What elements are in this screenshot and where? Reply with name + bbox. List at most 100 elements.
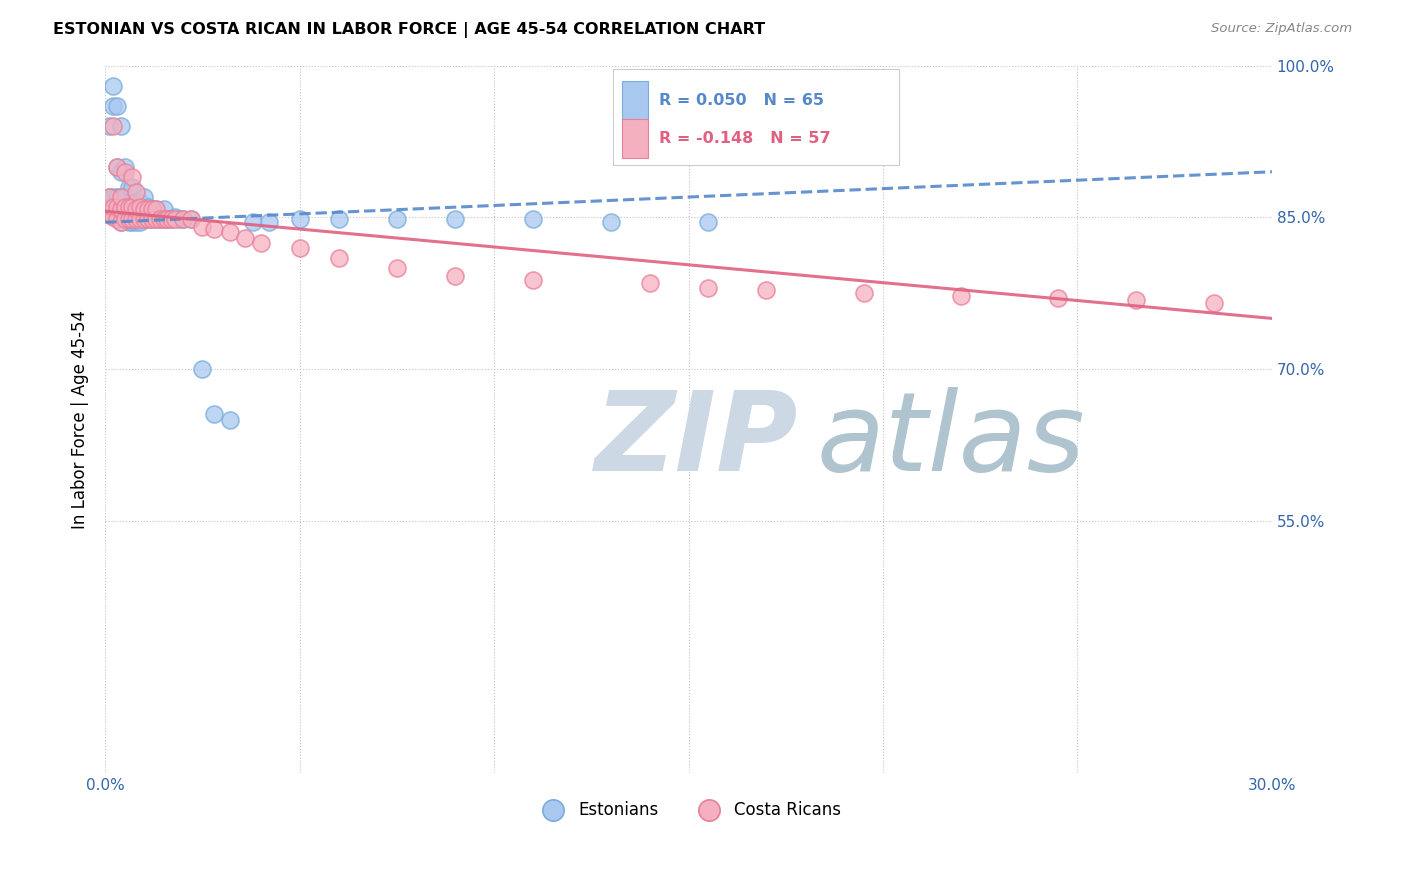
Point xyxy=(180,212,202,227)
Point xyxy=(132,202,155,217)
Point xyxy=(121,200,143,214)
Point xyxy=(136,200,159,214)
Point xyxy=(156,212,179,227)
Point xyxy=(110,215,132,229)
Point xyxy=(110,165,132,179)
Point xyxy=(249,235,271,250)
Point xyxy=(697,281,720,295)
Point xyxy=(242,215,264,229)
Point xyxy=(98,205,121,219)
Point xyxy=(129,200,152,214)
Point xyxy=(125,215,148,229)
Point xyxy=(522,212,544,227)
Point xyxy=(125,212,148,227)
Point xyxy=(101,120,124,134)
Point xyxy=(105,99,128,113)
Point xyxy=(167,212,190,227)
Point xyxy=(114,190,136,204)
Point xyxy=(110,215,132,229)
Point xyxy=(110,190,132,204)
Point xyxy=(141,202,163,217)
Point xyxy=(105,200,128,214)
Point xyxy=(117,205,139,219)
Bar xyxy=(621,119,648,158)
Point xyxy=(152,212,174,227)
Point xyxy=(697,215,720,229)
Point xyxy=(105,205,128,219)
Point xyxy=(141,202,163,217)
Point xyxy=(1125,293,1147,308)
Point xyxy=(125,205,148,219)
Point xyxy=(165,211,187,225)
Point xyxy=(156,212,179,227)
Point xyxy=(121,215,143,229)
Point xyxy=(121,195,143,210)
FancyBboxPatch shape xyxy=(613,70,898,165)
Point xyxy=(141,212,163,227)
Point xyxy=(444,268,467,283)
Point xyxy=(98,200,121,214)
Legend: Estonians, Costa Ricans: Estonians, Costa Ricans xyxy=(530,794,848,825)
Point xyxy=(117,200,139,214)
Point xyxy=(121,212,143,227)
Text: ZIP: ZIP xyxy=(595,387,799,494)
Point xyxy=(202,408,225,422)
Point xyxy=(1046,291,1069,305)
Point xyxy=(385,260,408,275)
Point xyxy=(101,211,124,225)
Y-axis label: In Labor Force | Age 45-54: In Labor Force | Age 45-54 xyxy=(72,310,89,529)
Point xyxy=(114,211,136,225)
Point xyxy=(121,169,143,184)
Bar xyxy=(621,81,648,120)
Point xyxy=(110,205,132,219)
Point xyxy=(114,212,136,227)
Point xyxy=(141,212,163,227)
Point xyxy=(101,200,124,214)
Point xyxy=(101,99,124,113)
Point xyxy=(101,78,124,93)
Point xyxy=(233,230,256,244)
Point xyxy=(444,212,467,227)
Point xyxy=(114,200,136,214)
Point xyxy=(160,212,183,227)
Point xyxy=(385,212,408,227)
Point xyxy=(328,212,350,227)
Point xyxy=(136,212,159,227)
Point xyxy=(114,160,136,174)
Point xyxy=(125,202,148,217)
Point xyxy=(98,190,121,204)
Point xyxy=(117,212,139,227)
Point xyxy=(149,212,172,227)
Point xyxy=(145,212,167,227)
Point xyxy=(105,200,128,214)
Point xyxy=(257,215,280,229)
Point xyxy=(114,165,136,179)
Point xyxy=(165,212,187,227)
Point xyxy=(152,212,174,227)
Point xyxy=(121,205,143,219)
Point xyxy=(599,215,621,229)
Point xyxy=(522,273,544,287)
Point xyxy=(105,160,128,174)
Point xyxy=(180,212,202,227)
Point xyxy=(755,283,778,297)
Text: R = 0.050   N = 65: R = 0.050 N = 65 xyxy=(659,93,824,108)
Point xyxy=(132,205,155,219)
Point xyxy=(132,190,155,204)
Point xyxy=(191,362,214,376)
Point xyxy=(202,222,225,236)
Point xyxy=(125,185,148,199)
Point xyxy=(218,412,240,426)
Point xyxy=(218,226,240,240)
Point xyxy=(98,120,121,134)
Point xyxy=(145,212,167,227)
Point xyxy=(117,180,139,194)
Point xyxy=(149,212,172,227)
Text: Source: ZipAtlas.com: Source: ZipAtlas.com xyxy=(1212,22,1353,36)
Point xyxy=(125,195,148,210)
Point xyxy=(172,212,194,227)
Point xyxy=(105,160,128,174)
Point xyxy=(101,205,124,219)
Point xyxy=(328,251,350,265)
Point xyxy=(117,215,139,229)
